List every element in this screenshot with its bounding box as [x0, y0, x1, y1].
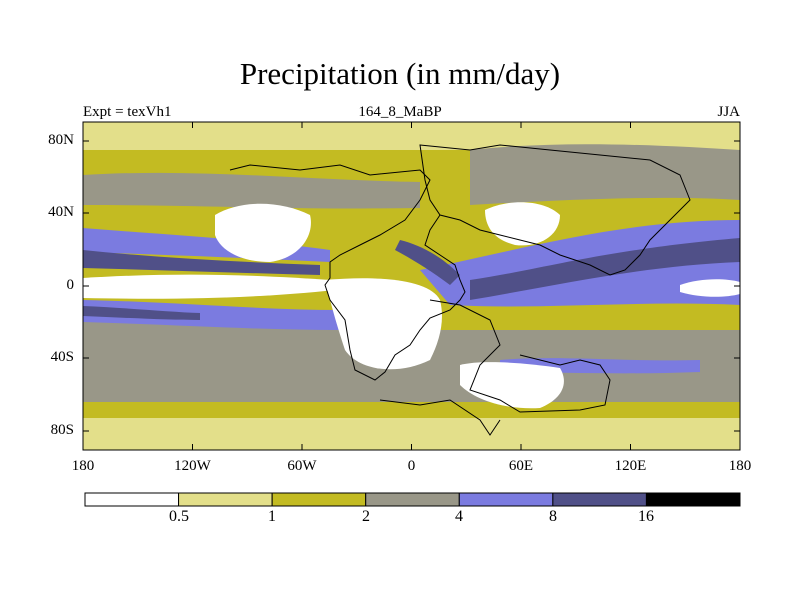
field-dry-eq-pacific	[83, 274, 335, 299]
colorbar-label: 8	[549, 508, 557, 525]
precip-field	[83, 122, 740, 450]
colorbar	[84, 492, 741, 507]
field-sh-blue-west	[83, 300, 340, 330]
lat-tick-label: 0	[66, 277, 75, 293]
field-itcz-west	[83, 250, 320, 275]
field-dry-east-pacific	[680, 279, 740, 297]
colorbar-label: 16	[638, 508, 654, 525]
field-spcz-west	[83, 306, 200, 320]
field-nh-stormtrack	[83, 172, 420, 209]
lon-tick-label: 180	[728, 458, 752, 474]
colorbar-swatch	[552, 492, 647, 507]
plot-title: Precipitation (in mm/day)	[239, 56, 561, 91]
outline-eurasia	[419, 144, 691, 276]
lat-tick-label: 40N	[48, 204, 74, 220]
colorbar-label: 2	[362, 508, 370, 525]
field-dry-south-africa	[460, 362, 564, 409]
outline-americas	[229, 164, 466, 381]
field-nh-grey-east	[470, 144, 740, 205]
lon-tick-label: 0	[407, 458, 416, 474]
lat-tick-label: 40S	[50, 349, 74, 365]
outline-africa-south	[429, 299, 611, 413]
colorbar-swatch	[645, 492, 741, 507]
field-africa-monsoon	[395, 240, 460, 285]
field-dry-north-america	[215, 203, 311, 262]
lon-tick-label: 60W	[287, 458, 317, 474]
field-dry-asia	[485, 202, 560, 246]
colorbar-swatch	[178, 492, 273, 507]
colorbar-label: 0.5	[169, 508, 189, 525]
outline-antarctic	[379, 399, 501, 436]
continent-outlines	[229, 144, 691, 436]
lon-tick-label: 60E	[508, 458, 534, 474]
lat-tick-label: 80S	[50, 422, 74, 438]
subtitle-label: 164_8_MaBP	[358, 104, 442, 120]
colorbar-swatch	[271, 492, 367, 507]
lon-tick-label: 120W	[174, 458, 211, 474]
lon-tick-label: 120E	[614, 458, 647, 474]
season-label: JJA	[717, 104, 740, 120]
colorbar-swatch	[365, 492, 460, 507]
colorbar-swatch	[458, 492, 554, 507]
colorbar-label: 4	[455, 508, 463, 525]
axis-ticks	[82, 122, 741, 450]
field-dry-south-america	[325, 278, 442, 370]
colorbar-swatch	[84, 492, 180, 507]
lat-tick-label: 80N	[48, 132, 74, 148]
lon-tick-label: 180	[71, 458, 95, 474]
expt-label: Expt = texVh1	[83, 104, 172, 120]
field-itcz-east	[470, 238, 740, 300]
colorbar-label: 1	[268, 508, 276, 525]
